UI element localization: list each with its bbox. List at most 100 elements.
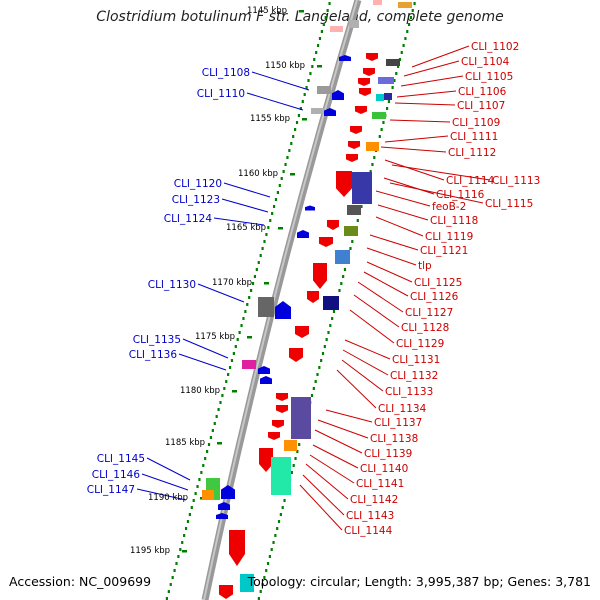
- inner-dot-rail: [316, 44, 320, 47]
- label-leader: [221, 198, 269, 213]
- inner-dot-rail: [179, 548, 182, 551]
- label-leader: [341, 359, 384, 392]
- gene-label: CLI_1107: [457, 100, 505, 112]
- label-leader: [246, 92, 304, 111]
- inner-dot-rail: [194, 492, 197, 495]
- outer-dot-rail: [387, 100, 391, 103]
- gene-arrow: [366, 53, 378, 61]
- inner-dot-rail: [318, 37, 322, 40]
- gene-label: CLI_1144: [344, 525, 393, 537]
- scale-tick: [299, 10, 304, 13]
- outer-dot-rail: [257, 597, 260, 600]
- label-leader: [197, 283, 245, 303]
- gene-arrow: [272, 420, 284, 428]
- gene-label: CLI_1115: [485, 198, 533, 210]
- inner-dot-rail: [324, 16, 327, 19]
- scale-label: 1185 kbp: [165, 438, 205, 448]
- scale-tick: [182, 550, 187, 553]
- gene-arrow: [276, 405, 288, 413]
- label-leader: [396, 90, 457, 98]
- gene-box: [323, 296, 339, 310]
- inner-dot-rail: [207, 443, 211, 446]
- label-leader: [366, 247, 417, 266]
- gene-label: CLI_1141: [356, 478, 404, 490]
- outer-dot-rail: [340, 282, 343, 285]
- inner-dot-rail: [192, 499, 195, 502]
- label-leader: [389, 182, 484, 204]
- gene-arrow: [324, 108, 336, 116]
- outer-dot-rail: [402, 44, 405, 47]
- scale-label: 1145 kbp: [247, 6, 287, 16]
- scale-label: 1195 kbp: [130, 546, 170, 556]
- inner-dot-rail: [242, 317, 245, 320]
- outer-dot-rail: [318, 366, 321, 369]
- gene-box: [335, 250, 350, 264]
- gene-label: CLI_1146: [92, 469, 141, 481]
- inner-dot-rail: [167, 590, 170, 593]
- outer-dot-rail: [351, 240, 354, 243]
- gene-arrow: [305, 205, 315, 211]
- outer-dot-rail: [270, 548, 273, 551]
- label-leader: [342, 349, 389, 376]
- gene-label: CLI_1118: [430, 215, 478, 227]
- inner-dot-rail: [250, 289, 253, 292]
- scale-tick: [290, 173, 295, 176]
- gene-label: CLI_1129: [396, 338, 444, 350]
- inner-dot-rail: [186, 520, 190, 523]
- outer-dot-rail: [331, 317, 334, 320]
- inner-dot-rail: [217, 408, 220, 411]
- outer-dot-rail: [329, 324, 332, 327]
- outer-dot-rail: [360, 205, 363, 208]
- gene-box: [398, 2, 412, 8]
- outer-dot-rail: [290, 471, 293, 474]
- gene-arrow: [259, 448, 273, 472]
- inner-dot-rail: [261, 247, 264, 250]
- gene-arrow: [350, 126, 362, 134]
- scale-label: 1180 kbp: [180, 386, 220, 396]
- scale-label: 1165 kbp: [226, 223, 266, 233]
- outer-dot-rail: [276, 527, 279, 530]
- gene-arrow: [221, 485, 235, 499]
- outer-dot-rail: [296, 450, 299, 453]
- inner-dot-rail: [253, 275, 257, 278]
- outer-dot-rail: [393, 79, 396, 82]
- label-leader: [369, 234, 419, 251]
- inner-dot-rail: [223, 387, 226, 390]
- inner-dot-rail: [286, 156, 289, 159]
- outer-dot-rail: [382, 121, 385, 124]
- outer-dot-rail: [310, 394, 314, 397]
- inner-dot-rail: [248, 296, 251, 299]
- inner-dot-rail: [200, 471, 203, 474]
- label-leader: [403, 60, 460, 77]
- outer-dot-rail: [283, 499, 286, 502]
- scale-label: 1190 kbp: [148, 493, 188, 503]
- outer-dot-rail: [378, 135, 381, 138]
- scale-tick: [278, 227, 283, 230]
- inner-dot-rail: [215, 415, 218, 418]
- gene-label: CLI_1112: [448, 147, 496, 159]
- label-leader: [302, 474, 345, 516]
- label-leader: [394, 102, 456, 106]
- outer-dot-rail: [404, 37, 407, 40]
- label-leader: [136, 488, 187, 501]
- inner-dot-rail: [230, 359, 234, 362]
- inner-dot-rail: [297, 114, 301, 117]
- gene-arrow: [336, 171, 352, 197]
- outer-dot-rail: [263, 576, 266, 579]
- gene-label: CLI_1134: [378, 403, 427, 415]
- outer-dot-rail: [316, 373, 319, 376]
- inner-dot-rail: [307, 79, 310, 82]
- label-leaders: [136, 45, 491, 531]
- gene-box: [384, 93, 392, 100]
- gene-label: CLI_1143: [346, 510, 394, 522]
- inner-dot-rail: [228, 366, 232, 369]
- gene-box: [330, 26, 343, 32]
- inner-dot-rail: [184, 527, 188, 530]
- outer-dot-rail: [325, 338, 328, 341]
- label-leader: [182, 338, 229, 359]
- gene-label: CLI_1102: [471, 41, 519, 53]
- gene-arrow: [297, 230, 309, 238]
- inner-dot-rail: [251, 282, 255, 285]
- label-leader: [380, 146, 447, 153]
